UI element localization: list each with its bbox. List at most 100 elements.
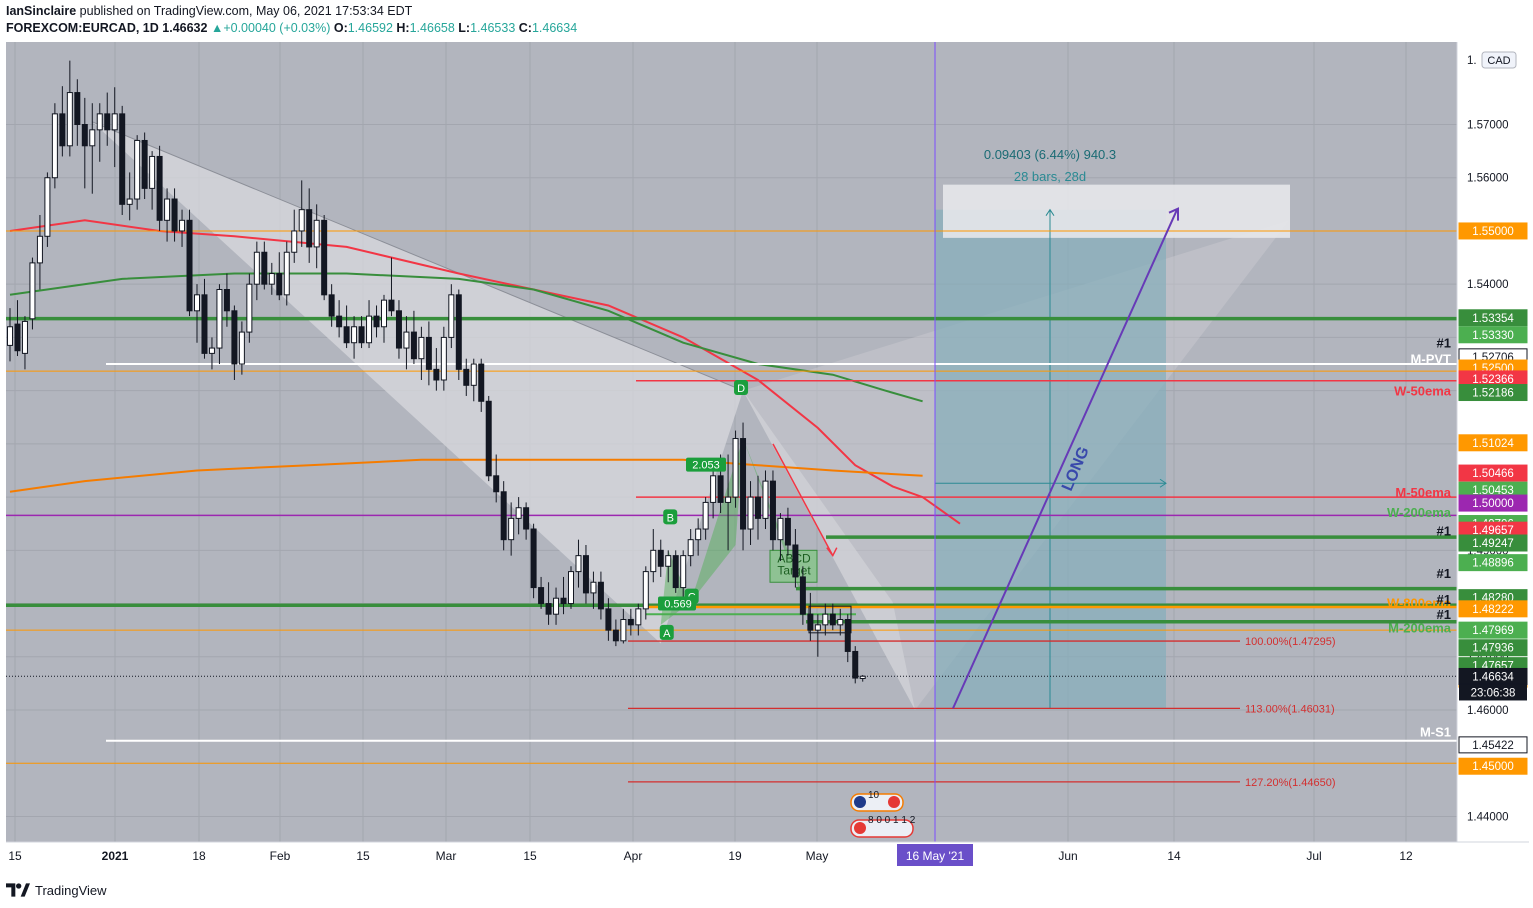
symbol-label[interactable]: FOREXCOM:EURCAD, 1D [6, 21, 159, 35]
open-value: 1.46592 [347, 21, 393, 35]
candle-bullish [89, 129, 96, 147]
pattern-point-label-A: A [663, 628, 671, 640]
candle-bearish [485, 400, 492, 477]
candle-bullish [216, 289, 223, 349]
candle-bullish [515, 507, 522, 519]
candlestick-chart[interactable]: 0.09403 (6.44%) 940.3 28 bars, 28d 100.00%… [6, 42, 1529, 869]
tradingview-logo-icon[interactable] [6, 882, 30, 898]
last-price: 1.46632 [162, 21, 208, 35]
close-label: C: [518, 21, 532, 35]
candle-bearish [358, 326, 365, 344]
ma-red-ema [9, 219, 961, 525]
candle-bullish [238, 331, 245, 365]
candle-bullish [747, 496, 754, 530]
close-value: 1.46634 [531, 21, 578, 35]
candle-bullish [246, 283, 253, 333]
chart-area[interactable]: 0.09403 (6.44%) 940.3 28 bars, 28d 100.00%… [6, 42, 1529, 869]
currency-badge[interactable] [1481, 51, 1517, 69]
time-tick-label: 15 [8, 849, 22, 863]
price-tag[interactable] [1458, 222, 1528, 240]
price-tag[interactable] [1458, 464, 1528, 482]
candle-bullish [66, 92, 73, 147]
candle-bearish [328, 294, 335, 317]
candle-bearish [231, 310, 238, 365]
candle-bearish [605, 608, 612, 631]
candle-bullish [194, 294, 200, 312]
price-tag-label: 1.50453 [1472, 485, 1514, 497]
candle-bullish [590, 581, 597, 594]
footer-brand[interactable]: TradingView [35, 882, 107, 898]
price-tag[interactable] [1458, 757, 1528, 775]
price-tag-label: 1.49247 [1472, 538, 1514, 550]
fib-label: 100.00%(1.47295) [1245, 636, 1336, 648]
price-tag-label: 1.51024 [1472, 438, 1514, 450]
price-tag[interactable] [1458, 621, 1528, 639]
price-tag[interactable] [1458, 600, 1528, 618]
candle-bearish [410, 331, 417, 360]
price-tag[interactable] [1458, 534, 1528, 552]
author-name[interactable]: IanSinclaire [6, 4, 77, 18]
candle-bullish [111, 113, 118, 131]
candle-bullish [777, 517, 784, 541]
candle-bullish [710, 475, 717, 503]
level-label: W-200ema [1387, 505, 1452, 520]
candle-bearish [560, 597, 567, 605]
price-tag-label: 1.49657 [1472, 525, 1514, 537]
candle-bearish [844, 619, 851, 652]
price-tag-label: 1.47969 [1472, 625, 1514, 637]
time-axis[interactable] [6, 842, 1529, 869]
harmonic-xd-line [92, 121, 744, 392]
price-tick-label: 1.44000 [1467, 811, 1509, 823]
candle-bearish [186, 219, 193, 312]
price-tag[interactable] [1458, 326, 1528, 344]
candle-bullish [283, 251, 290, 296]
low-label: L: [458, 21, 471, 35]
price-tag-label: 1.46634 [1472, 671, 1514, 683]
candle-bullish [725, 496, 732, 503]
event-markers[interactable]: 10 8 0 0 1 1 2 [850, 790, 916, 838]
high-label: H: [396, 21, 410, 35]
ca-flag-icon [854, 822, 866, 834]
candle-bearish [395, 310, 402, 349]
candle-bullish [553, 597, 560, 615]
ratio-badge-2 [658, 596, 696, 611]
price-tag[interactable] [1458, 309, 1528, 327]
candle-bearish [74, 92, 81, 126]
price-tag[interactable] [1458, 434, 1528, 452]
candle-bullish [36, 235, 43, 264]
price-tag[interactable] [1458, 639, 1528, 657]
pattern-point-label-D: D [737, 383, 745, 395]
currency-badge-label: CAD [1487, 55, 1510, 67]
event-marker-2[interactable] [850, 819, 914, 838]
candle-bullish [179, 219, 186, 232]
candle-bullish [134, 139, 141, 200]
candle-bearish [852, 650, 859, 679]
candle-bullish [313, 219, 320, 248]
chart-header: IanSinclaire published on TradingView.co… [0, 0, 1533, 42]
ca-flag-icon [888, 796, 900, 808]
price-tag[interactable] [1458, 494, 1528, 512]
candle-bullish [268, 273, 275, 285]
price-tag-label: 1.50000 [1472, 498, 1514, 510]
candle-bearish [784, 517, 791, 546]
plot-background [6, 42, 1457, 842]
candle-bearish [538, 587, 545, 605]
change-value: +0.00040 (+0.03%) [223, 21, 331, 35]
ratio-label-1: 2.053 [692, 460, 720, 472]
candle-bullish [149, 155, 156, 189]
candle-bullish [702, 501, 709, 530]
level-label: #1 [1437, 566, 1451, 581]
countdown-label: 23:06:38 [1471, 687, 1516, 699]
candle-bullish [51, 113, 58, 179]
candle-bearish [463, 368, 470, 386]
price-tick-label: 1.56000 [1467, 173, 1509, 185]
level-label: M-S1 [1420, 724, 1451, 739]
level-label: #1 [1437, 607, 1451, 622]
candle-bullish [665, 555, 672, 567]
price-tag[interactable] [1458, 384, 1528, 402]
candle-bearish [455, 294, 462, 370]
candle-bearish [545, 603, 552, 615]
date-highlight-tag[interactable] [897, 844, 973, 866]
price-tag[interactable] [1458, 736, 1528, 754]
price-tag[interactable] [1458, 554, 1528, 572]
